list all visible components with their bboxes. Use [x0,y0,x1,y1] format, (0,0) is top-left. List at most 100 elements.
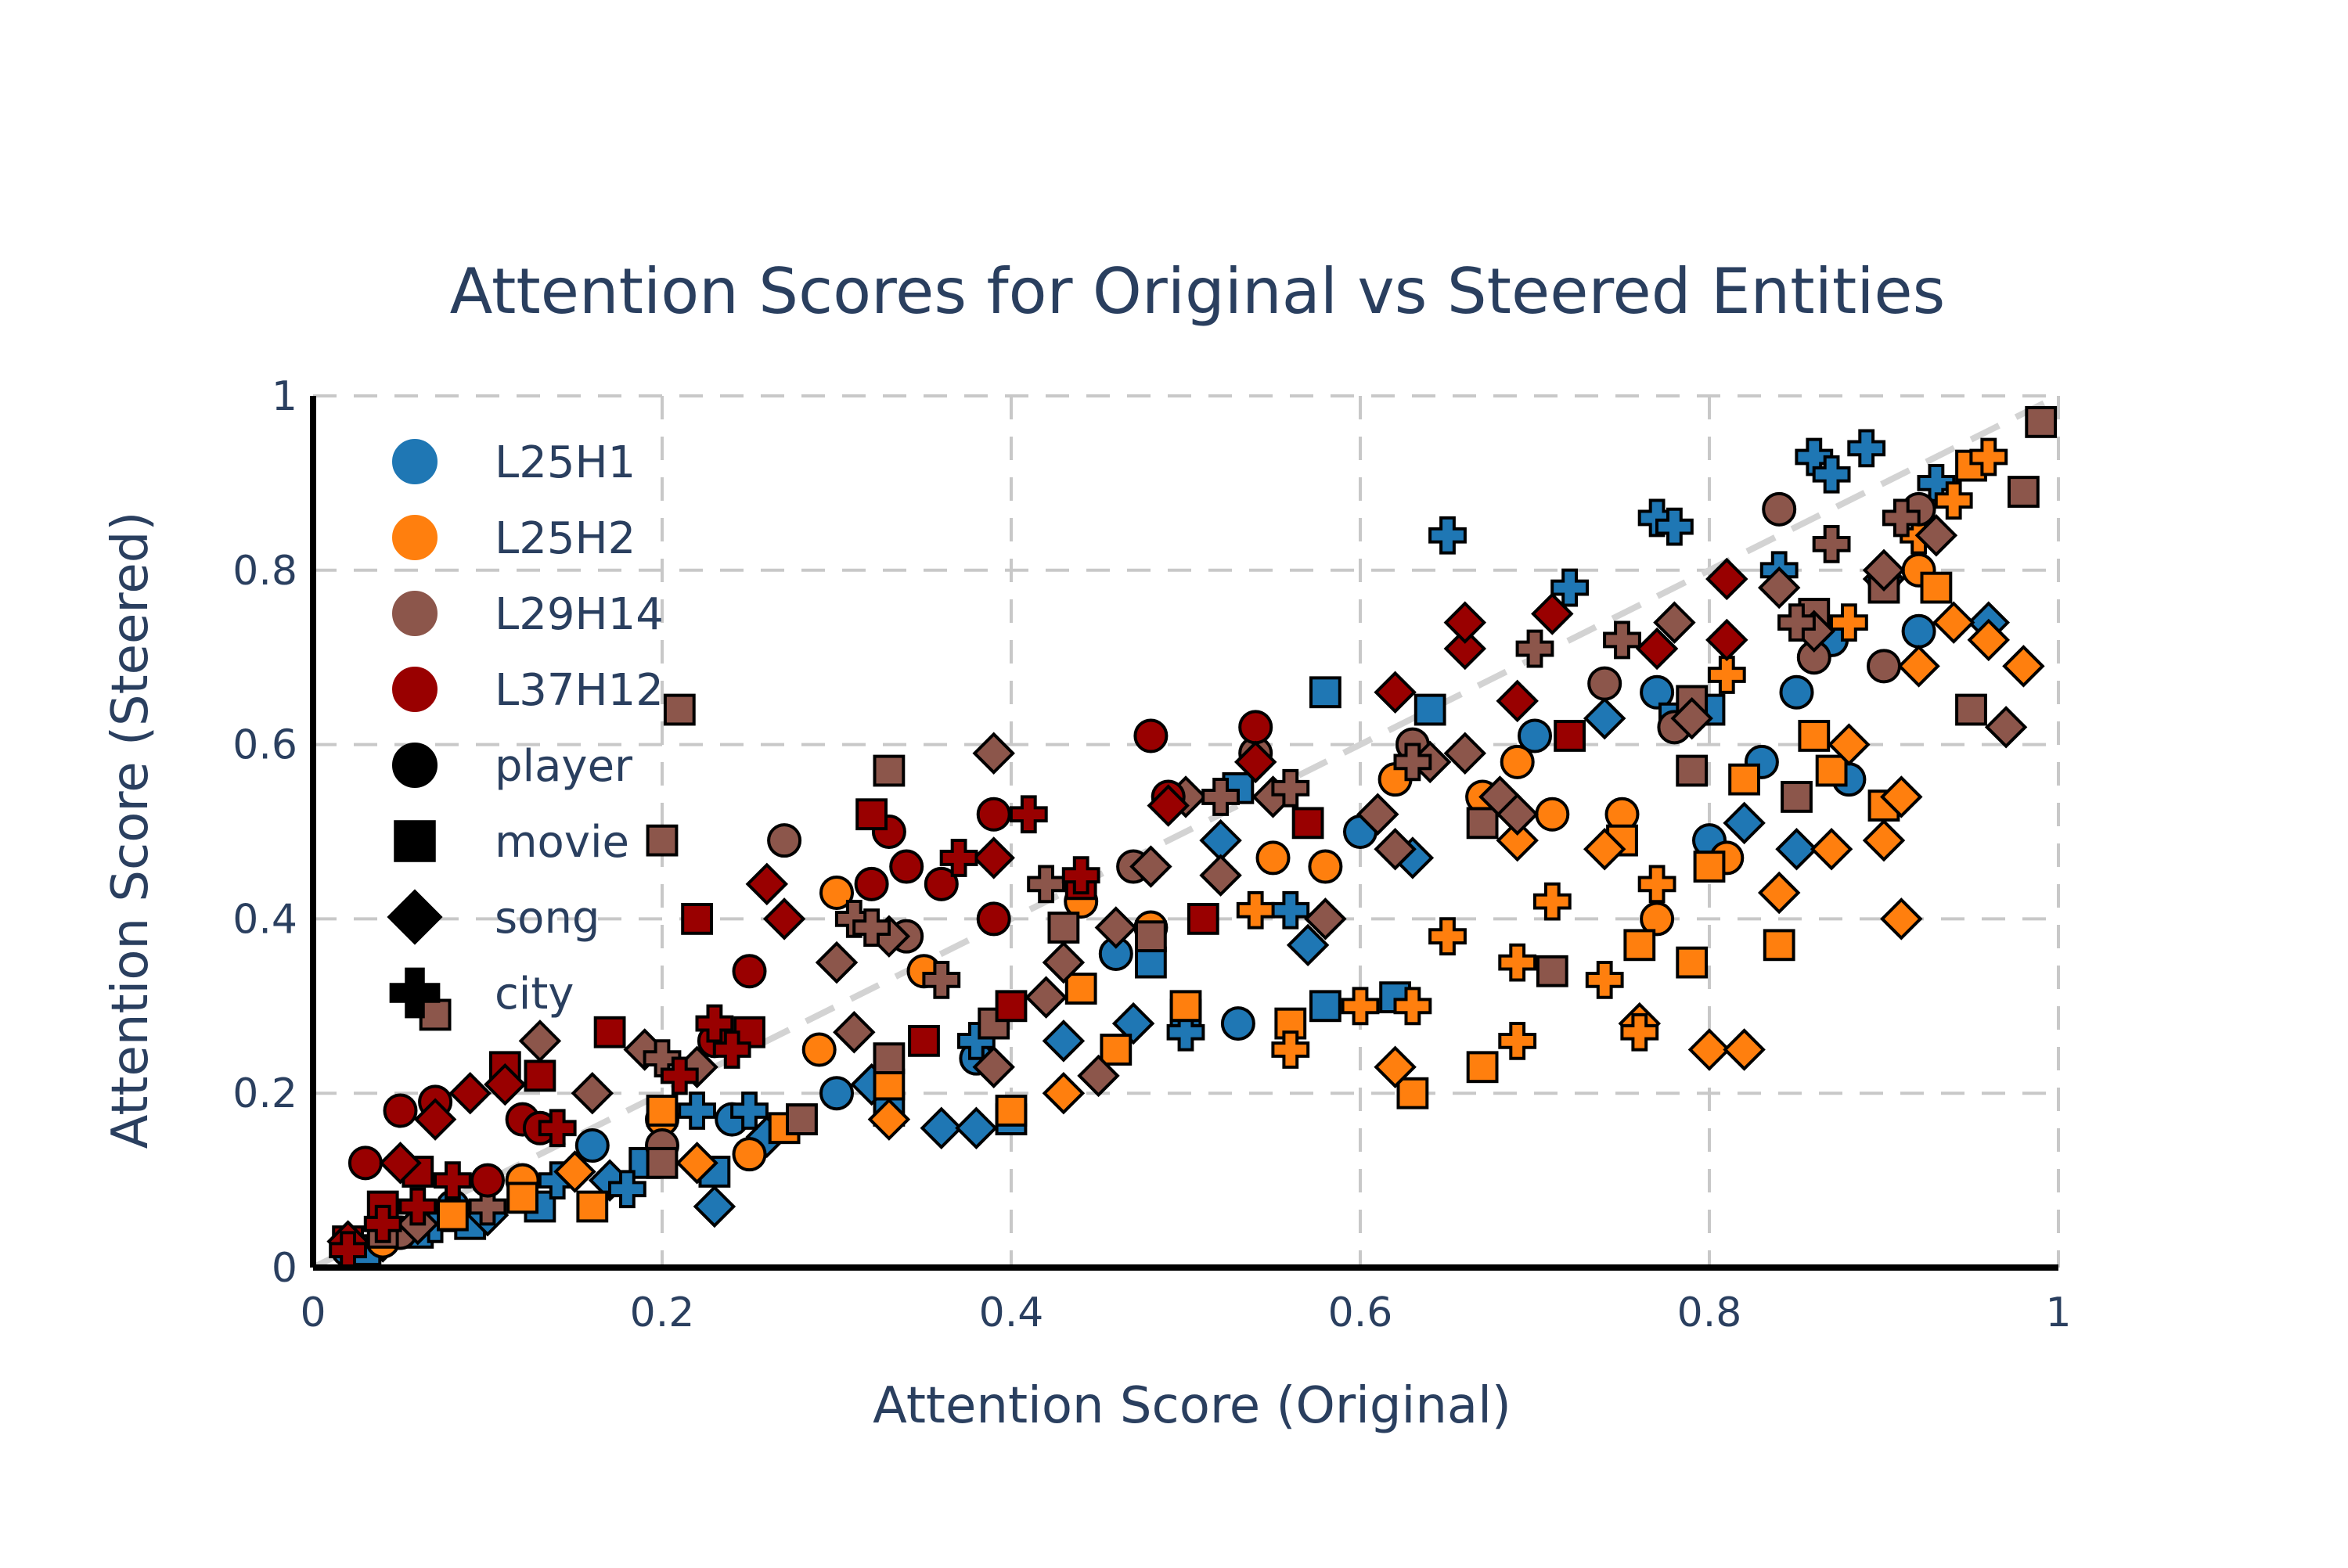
data-point [1728,763,1760,796]
data-point [1374,828,1417,871]
data-point [1111,1002,1155,1045]
data-point [675,1142,718,1185]
data-point [873,754,906,787]
data-point [1220,1006,1255,1041]
y-axis-ticks: 0 0.2 0.4 0.6 0.8 1 [232,373,297,1292]
legend-marker-entity-city [389,967,441,1019]
data-point [1466,1051,1499,1084]
data-point [468,1187,507,1226]
data-point [1500,744,1535,779]
data-point [786,1103,818,1136]
data-point [574,1128,610,1163]
data-point [1705,618,1748,662]
data-point [922,960,961,999]
data-point [1341,987,1380,1026]
legend-item-head-l29h14[interactable]: L29H14 [392,589,664,640]
legend-item-head-l37h12[interactable]: L37H12 [392,665,664,716]
series-l37h12-city [329,795,1100,1270]
x-tick-label: 0.4 [979,1289,1044,1336]
data-point [1100,1034,1133,1066]
data-point [873,1042,906,1075]
y-tick-label: 1 [272,373,297,420]
legend-item-entity-city[interactable]: city [389,967,574,1020]
data-point [819,1076,854,1111]
y-tick-label: 0.2 [232,1070,297,1117]
legend-item-entity-song[interactable]: song [387,889,600,945]
data-point [762,897,806,940]
data-point [1583,828,1626,871]
legend-item-head-l25h2[interactable]: L25H2 [392,513,636,564]
data-point [1969,437,2008,477]
data-point [2002,645,2045,688]
data-point [854,866,889,901]
data-point [678,1091,716,1130]
data-point [1862,548,1906,592]
data-point [1640,674,1675,710]
legend[interactable]: L25H1 L25H2 L29H14 L37H12 player movie song cit… [387,437,664,1020]
data-point [1309,676,1341,709]
legend-marker-head-l29h14 [392,591,438,636]
y-tick-label: 0.8 [232,548,297,595]
x-axis-label: Attention Score (Original) [873,1377,1511,1435]
data-point [1518,718,1552,753]
data-point [1763,929,1795,962]
data-point [1757,871,1801,915]
data-point [1009,795,1048,834]
series-l25h2-movie [437,449,1987,1232]
data-point [1655,507,1694,546]
data-point [1374,1045,1417,1089]
data-point [448,1071,492,1115]
data-point [1356,793,1399,836]
data-point [1094,906,1138,949]
data-point [889,849,924,884]
data-point [1620,1012,1659,1052]
data-point [571,1071,614,1115]
data-point [1236,890,1275,930]
data-point [867,1098,911,1141]
data-point [506,1181,539,1214]
legend-item-entity-player[interactable]: player [392,741,633,792]
data-point [1812,524,1851,563]
data-point [608,1170,646,1209]
data-point [1466,807,1499,840]
legend-marker-head-l37h12 [392,667,438,712]
data-point [1705,557,1748,601]
data-point [363,1204,402,1243]
data-point [1308,849,1343,884]
data-point [660,1056,699,1095]
legend-item-entity-movie[interactable]: movie [394,817,629,868]
data-point [1374,671,1417,714]
data-point [1271,1030,1310,1069]
data-point [379,1142,422,1185]
data-point [1238,710,1273,745]
chart-title: Attention Scores for Original vs Steered… [450,255,1946,328]
data-point [1587,666,1622,701]
data-point [1393,987,1432,1026]
data-point [1670,696,1713,740]
data-point [434,1161,472,1199]
legend-marker-entity-song [387,889,443,945]
data-point [1798,720,1831,752]
data-point [1920,571,1953,604]
y-tick-label: 0.6 [232,722,297,769]
data-point [1757,566,1801,610]
data-point [1967,618,2011,662]
data-point [908,1024,940,1057]
data-point [732,954,767,989]
data-point [1882,498,1921,538]
data-point [1271,890,1310,930]
x-tick-label: 0.2 [630,1289,695,1336]
legend-item-head-l25h1[interactable]: L25H1 [392,437,636,488]
data-point [1199,818,1242,862]
data-point [1585,960,1624,999]
data-point [1623,929,1656,962]
data-point [1147,784,1190,827]
data-point [1187,903,1219,935]
legend-label: L25H1 [495,437,636,488]
x-tick-label: 0 [300,1289,326,1336]
data-point [1166,1012,1205,1052]
data-point [1781,781,1813,813]
data-point [1932,601,1975,644]
data-point [419,998,452,1031]
